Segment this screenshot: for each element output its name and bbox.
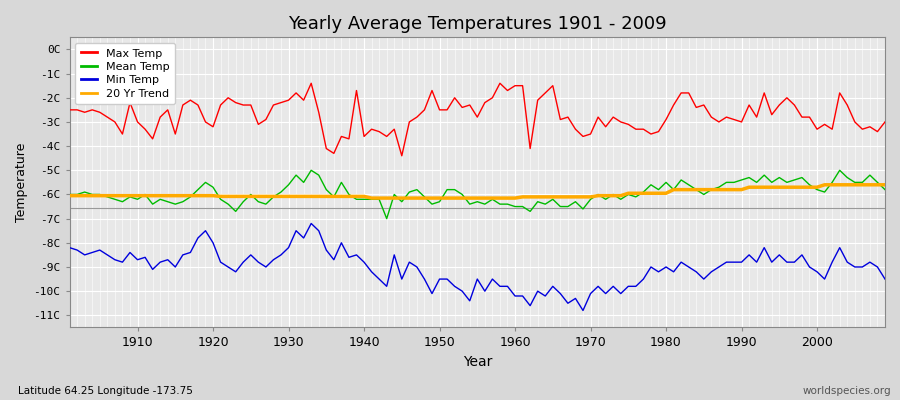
Y-axis label: Temperature: Temperature <box>15 143 28 222</box>
Text: Latitude 64.25 Longitude -173.75: Latitude 64.25 Longitude -173.75 <box>18 386 193 396</box>
Text: worldspecies.org: worldspecies.org <box>803 386 891 396</box>
X-axis label: Year: Year <box>463 355 492 369</box>
Title: Yearly Average Temperatures 1901 - 2009: Yearly Average Temperatures 1901 - 2009 <box>288 15 667 33</box>
Legend: Max Temp, Mean Temp, Min Temp, 20 Yr Trend: Max Temp, Mean Temp, Min Temp, 20 Yr Tre… <box>75 43 176 104</box>
